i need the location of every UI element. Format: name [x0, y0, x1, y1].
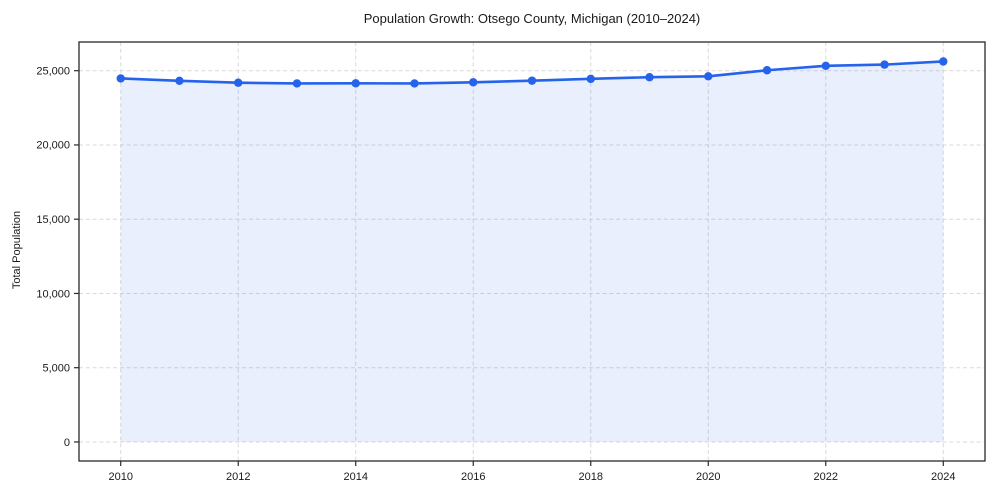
data-point-2020 [704, 72, 713, 81]
x-tick-label: 2014 [343, 471, 367, 483]
data-point-2014 [351, 79, 360, 88]
y-tick-label: 5,000 [42, 363, 70, 375]
data-point-2010 [116, 74, 125, 83]
data-point-2015 [410, 79, 419, 88]
area-fill [120, 61, 944, 442]
x-tick-label: 2024 [931, 471, 955, 483]
data-point-2021 [762, 66, 772, 75]
data-point-2016 [469, 78, 478, 87]
y-tick-label: 25,000 [36, 65, 70, 77]
x-tick-label: 2010 [108, 471, 132, 483]
data-point-2013 [292, 79, 302, 88]
data-point-2024 [939, 57, 948, 66]
x-tick-label: 2020 [696, 471, 720, 483]
x-tick-label: 2022 [814, 471, 838, 483]
data-point-2017 [527, 76, 537, 85]
data-point-2018 [586, 74, 595, 84]
data-point-2011 [175, 76, 184, 85]
y-tick-label: 15,000 [36, 214, 70, 226]
x-tick-label: 2018 [579, 471, 603, 483]
y-tick-label: 0 [64, 437, 70, 449]
data-point-2019 [645, 73, 654, 82]
data-point-2022 [821, 61, 830, 70]
y-tick-label: 10,000 [36, 288, 70, 300]
x-tick-label: 2012 [226, 471, 250, 483]
plot-border [78, 41, 986, 462]
chart-title: Population Growth: Otsego County, Michig… [363, 11, 701, 26]
y-tick-label: 20,000 [36, 140, 70, 152]
x-tick-label: 2016 [461, 471, 485, 483]
data-point-2023 [880, 60, 889, 69]
data-point-2012 [234, 78, 243, 87]
